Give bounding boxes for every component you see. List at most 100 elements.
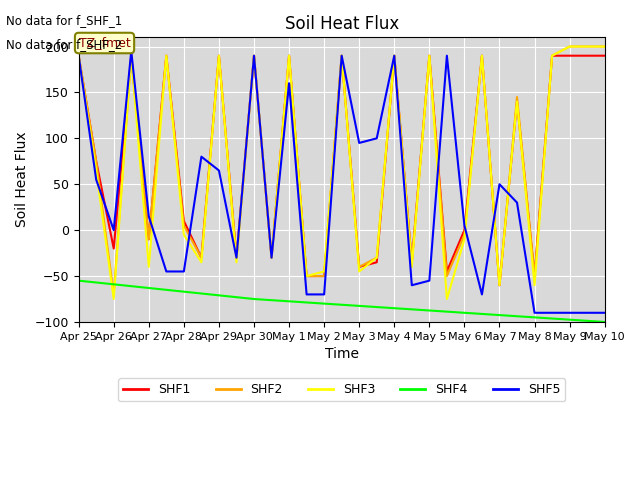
- SHF3: [92, 168, 100, 173]
- SHF3: [75, 53, 83, 59]
- SHF5: [75, 53, 83, 59]
- SHF2: [338, 53, 346, 59]
- SHF3: [566, 44, 573, 49]
- SHF1: [461, 227, 468, 233]
- SHF3: [232, 259, 240, 265]
- SHF3: [338, 53, 346, 59]
- SHF5: [461, 223, 468, 228]
- SHF2: [513, 94, 521, 100]
- SHF2: [303, 273, 310, 279]
- SHF2: [478, 53, 486, 59]
- SHF5: [531, 310, 538, 316]
- SHF3: [180, 232, 188, 238]
- SHF4: [601, 319, 609, 325]
- SHF5: [163, 269, 170, 275]
- SHF3: [355, 269, 363, 275]
- SHF3: [163, 53, 170, 59]
- SHF5: [478, 291, 486, 297]
- SHF3: [601, 44, 609, 49]
- SHF1: [75, 53, 83, 59]
- SHF3: [320, 269, 328, 275]
- SHF2: [426, 53, 433, 59]
- SHF1: [338, 53, 346, 59]
- SHF2: [163, 53, 170, 59]
- SHF2: [250, 53, 258, 59]
- SHF5: [601, 310, 609, 316]
- SHF1: [232, 255, 240, 261]
- SHF2: [110, 291, 118, 297]
- SHF2: [268, 255, 275, 261]
- SHF1: [110, 246, 118, 252]
- Legend: SHF1, SHF2, SHF3, SHF4, SHF5: SHF1, SHF2, SHF3, SHF4, SHF5: [118, 378, 565, 401]
- SHF5: [198, 154, 205, 159]
- SHF3: [268, 255, 275, 261]
- SHF1: [566, 53, 573, 59]
- SHF1: [513, 99, 521, 105]
- SHF5: [513, 200, 521, 205]
- SHF2: [127, 53, 135, 59]
- SHF2: [373, 255, 381, 261]
- SHF5: [338, 53, 346, 59]
- SHF2: [390, 53, 398, 59]
- SHF2: [601, 44, 609, 49]
- SHF1: [495, 282, 503, 288]
- SHF1: [198, 255, 205, 261]
- SHF5: [268, 255, 275, 261]
- SHF5: [232, 255, 240, 261]
- SHF5: [145, 214, 152, 219]
- SHF1: [373, 259, 381, 265]
- SHF5: [495, 181, 503, 187]
- SHF3: [390, 53, 398, 59]
- Line: SHF4: SHF4: [79, 281, 605, 322]
- SHF2: [548, 53, 556, 59]
- SHF1: [320, 273, 328, 279]
- Y-axis label: Soil Heat Flux: Soil Heat Flux: [15, 132, 29, 228]
- SHF5: [92, 177, 100, 182]
- SHF5: [285, 80, 293, 86]
- SHF2: [215, 53, 223, 59]
- SHF1: [408, 259, 415, 265]
- SHF5: [250, 53, 258, 59]
- Title: Soil Heat Flux: Soil Heat Flux: [285, 15, 399, 33]
- SHF5: [180, 269, 188, 275]
- SHF5: [320, 291, 328, 297]
- SHF1: [426, 53, 433, 59]
- SHF2: [566, 44, 573, 49]
- SHF3: [215, 53, 223, 59]
- SHF1: [163, 53, 170, 59]
- SHF3: [373, 255, 381, 261]
- SHF2: [408, 259, 415, 265]
- SHF2: [145, 237, 152, 242]
- SHF5: [127, 48, 135, 54]
- SHF1: [443, 269, 451, 275]
- SHF3: [531, 282, 538, 288]
- SHF5: [373, 135, 381, 141]
- SHF3: [198, 259, 205, 265]
- SHF2: [92, 158, 100, 164]
- SHF1: [285, 53, 293, 59]
- SHF1: [250, 53, 258, 59]
- SHF1: [531, 273, 538, 279]
- Text: No data for f_SHF_2: No data for f_SHF_2: [6, 38, 123, 51]
- Text: No data for f_SHF_1: No data for f_SHF_1: [6, 14, 123, 27]
- SHF1: [390, 53, 398, 59]
- SHF3: [110, 296, 118, 302]
- SHF3: [127, 53, 135, 59]
- SHF1: [355, 264, 363, 270]
- SHF2: [180, 223, 188, 228]
- SHF2: [285, 53, 293, 59]
- SHF1: [268, 255, 275, 261]
- SHF1: [478, 53, 486, 59]
- SHF3: [548, 53, 556, 59]
- SHF2: [461, 232, 468, 238]
- SHF2: [495, 282, 503, 288]
- Text: TZ_fmet: TZ_fmet: [79, 36, 131, 49]
- Line: SHF1: SHF1: [79, 56, 605, 285]
- SHF5: [355, 140, 363, 146]
- X-axis label: Time: Time: [324, 347, 358, 361]
- SHF1: [127, 53, 135, 59]
- SHF1: [215, 53, 223, 59]
- SHF3: [513, 99, 521, 105]
- SHF4: [75, 278, 83, 284]
- SHF2: [198, 255, 205, 261]
